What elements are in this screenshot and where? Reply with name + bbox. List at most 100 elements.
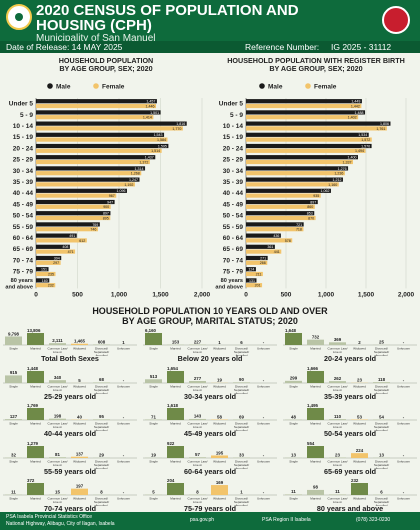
marital-category-label: Single (149, 497, 158, 501)
marital-value-label: 227 (194, 339, 202, 344)
data-label-female: 1,514 (151, 149, 160, 153)
data-label-male: 436 (273, 234, 279, 238)
data-label-male: 1,543 (154, 133, 163, 137)
bar-male (246, 177, 343, 182)
bar-male (246, 255, 268, 261)
data-label-male: 1,247 (129, 178, 138, 182)
bar-female (246, 137, 372, 142)
marital-category-label: Married (170, 459, 181, 463)
marital-bar (285, 380, 302, 383)
marital-value-label: 2,111 (52, 338, 63, 343)
marital-bar (307, 408, 324, 420)
age-group-label: 25 - 29 (223, 157, 244, 164)
data-label-male: 897 (103, 212, 109, 216)
marital-category-label: Common Law/ (188, 497, 208, 501)
marital-category-label: Separated/ (234, 462, 249, 466)
bar-male (246, 188, 331, 193)
marital-value-label: 1,465 (74, 339, 86, 344)
marital-category-label: Separated/ (94, 387, 109, 391)
marital-value-label: 369 (334, 337, 342, 342)
marital-category-label: Live-in (333, 462, 342, 466)
marital-value-label: 204 (167, 478, 175, 483)
marital-category-label: Live-in (333, 350, 342, 354)
age-group-label: 70 - 74 (13, 257, 34, 264)
bar-male (36, 211, 111, 216)
marital-category-label: Common Law/ (188, 384, 208, 388)
x-tick-label: 1,500 (152, 291, 169, 298)
bar-female (246, 148, 366, 153)
marital-value-label: 23 (335, 452, 340, 457)
marital-category-label: Common Law/ (188, 422, 208, 426)
marital-category-label: Single (9, 497, 18, 501)
age-group-label: Under 5 (9, 101, 34, 108)
legend-label-female: Female (102, 84, 125, 91)
chart-legend: Male Female (47, 83, 125, 91)
bar-female (246, 182, 339, 187)
marital-bar (167, 408, 184, 420)
marital-value-label: 95 (99, 414, 104, 419)
footer-email[interactable]: psa.gov.ph (190, 517, 215, 523)
marital-bar (307, 489, 324, 495)
footer-facebook[interactable]: PSA Region II Isabela (262, 517, 311, 523)
data-label-female: 201 (255, 284, 261, 288)
x-tick-label: 0 (34, 291, 38, 298)
marital-value-label: - (403, 490, 405, 495)
bar-female (36, 260, 61, 265)
marital-category-label: Divorced/ (95, 422, 108, 426)
bar-male (246, 244, 275, 249)
marital-group-label: 80 years and above (316, 504, 384, 513)
marital-category-label: Single (289, 422, 298, 426)
marital-category-label: Single (149, 384, 158, 388)
bar-female (36, 137, 168, 142)
marital-cell: 32 Single 1,279 Married 81 Common Law/Live-in… (0, 439, 140, 479)
marital-bar (93, 419, 110, 420)
marital-bar (167, 445, 184, 458)
marital-value-label: 69 (239, 414, 244, 419)
marital-category-label: Unknown (117, 384, 130, 388)
marital-category-label: Separated/ (374, 462, 389, 466)
marital-value-label: 1,618 (167, 403, 179, 408)
data-label-female: 1,236 (334, 172, 343, 176)
marital-value-label: - (123, 452, 125, 457)
marital-category-label: Separated/ (374, 350, 389, 354)
data-label-male: 1,501 (150, 111, 159, 115)
bar-male (246, 211, 315, 216)
marital-category-label: Live-in (193, 500, 202, 504)
marital-title-line1: HOUSEHOLD POPULATION 10 YEARS OLD AND OV… (92, 306, 328, 316)
marital-value-label: - (263, 377, 265, 382)
data-label-male: 1,449 (351, 100, 360, 104)
marital-category-label: Married (30, 422, 41, 426)
marital-category-label: Married (310, 384, 321, 388)
age-group-label: 75 - 79 (223, 269, 244, 276)
chart-legend: Male Female (259, 83, 337, 91)
bar-female (36, 227, 98, 232)
bar-female (36, 115, 154, 120)
marital-group-label: 20-24 years old (324, 354, 376, 363)
marital-group-label: Total Both Sexes (41, 354, 99, 363)
reference-number: Reference Number: IG 2025 - 31112 (245, 42, 391, 52)
data-label-male: 491 (69, 234, 75, 238)
marital-value-label: 13 (291, 452, 296, 457)
marital-bar (351, 452, 368, 458)
marital-bar-chart: 9,798 Single 13,806 Married 2,111 Common Law/… (3, 328, 137, 356)
data-label-female: 895 (103, 216, 109, 220)
marital-category-label: Widowed (213, 459, 226, 463)
marital-value-label: 732 (312, 334, 320, 339)
bar-male (246, 110, 366, 115)
marital-category-label: Single (289, 347, 298, 351)
data-label-male: 408 (62, 245, 68, 249)
marital-category-label: Married (310, 422, 321, 426)
marital-category-label: Single (9, 422, 18, 426)
marital-value-label: 5 (78, 377, 81, 382)
bar-male (36, 132, 165, 137)
marital-bar (49, 343, 66, 345)
marital-category-label: Divorced/ (375, 459, 388, 463)
marital-value-label: 110 (334, 414, 342, 419)
marital-category-label: Unknown (117, 497, 130, 501)
x-tick-label: 500 (72, 291, 83, 298)
marital-category-label: Common Law/ (188, 459, 208, 463)
data-label-female: 860 (307, 205, 313, 209)
marital-value-label: 262 (334, 375, 342, 380)
marital-bar (5, 374, 22, 383)
marital-category-label: Annulled (375, 428, 387, 431)
